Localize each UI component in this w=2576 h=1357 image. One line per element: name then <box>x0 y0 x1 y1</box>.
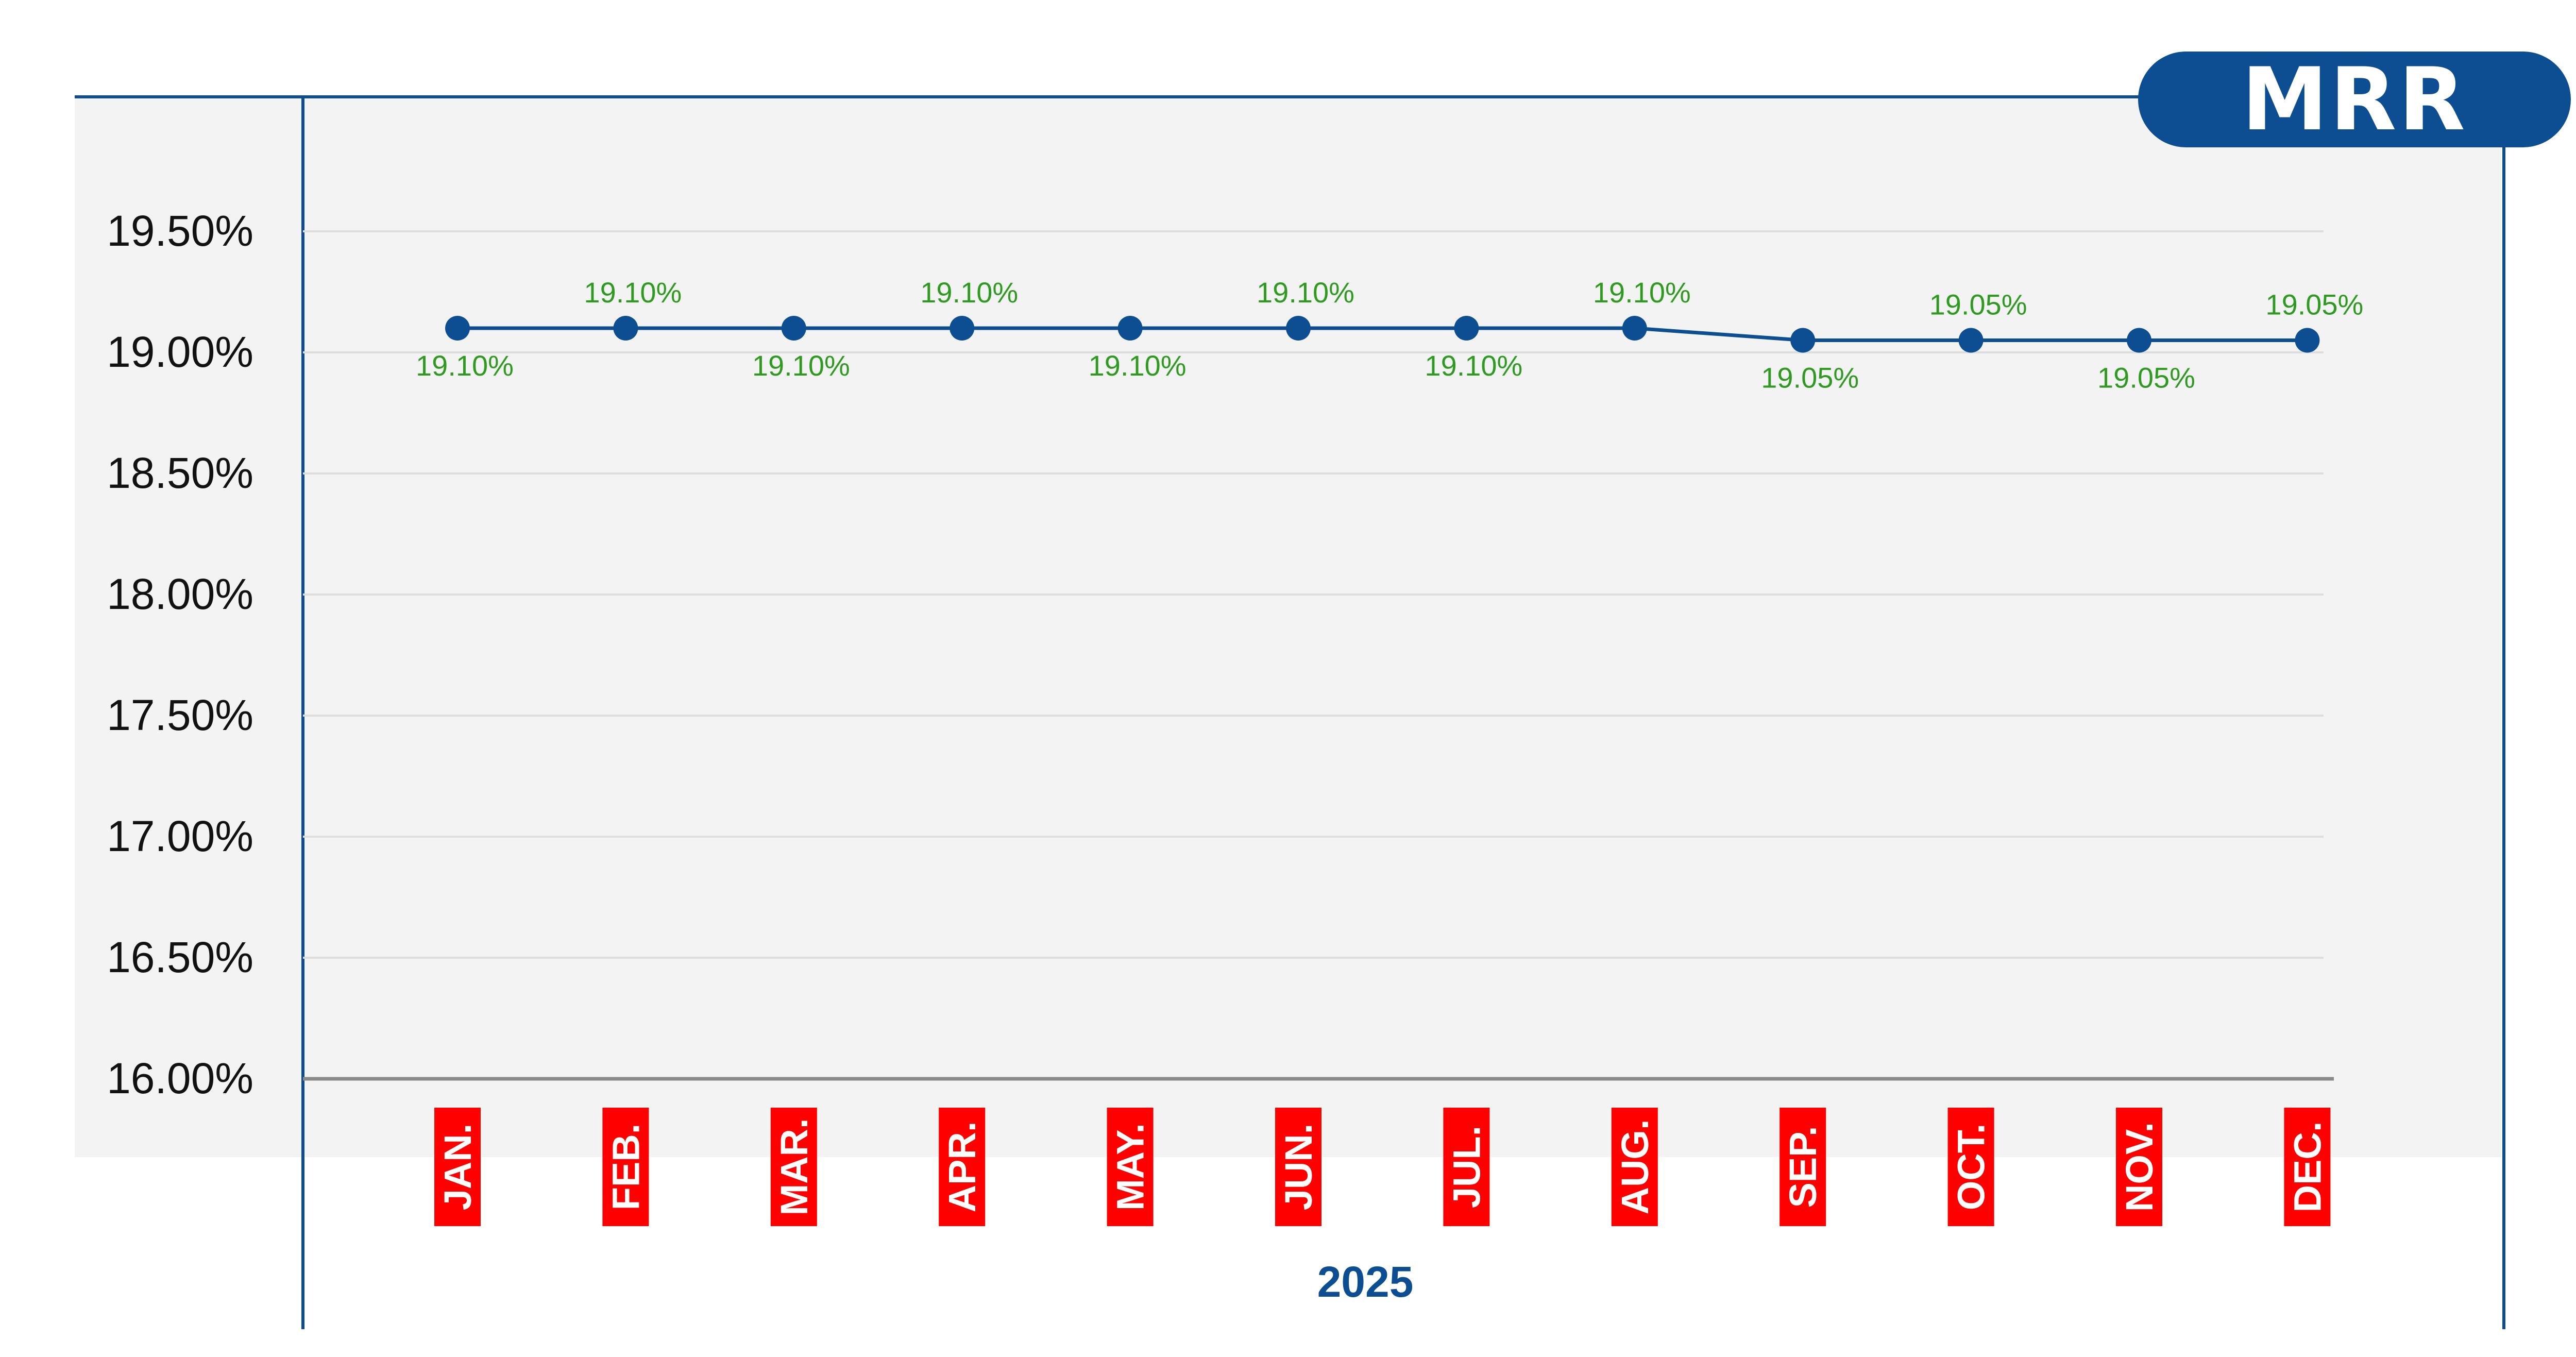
y-tick-label: 17.50% <box>107 691 253 739</box>
month-label-text: MAR. <box>773 1118 816 1215</box>
data-label: 19.05% <box>2265 289 2363 321</box>
x-axis-year-label: 2025 <box>1236 1257 1494 1307</box>
data-label: 19.10% <box>1425 349 1522 382</box>
data-label: 19.05% <box>1761 362 1859 394</box>
y-tick-label: 16.00% <box>107 1054 253 1102</box>
data-label: 19.10% <box>1593 276 1691 309</box>
mrr-title-badge: MRR <box>2138 52 2571 147</box>
month-label: DEC. <box>2284 1108 2330 1226</box>
month-label-text: APR. <box>941 1122 984 1213</box>
month-label-text: AUG. <box>1614 1119 1656 1215</box>
month-label-text: JAN. <box>436 1124 479 1211</box>
data-point <box>2127 328 2151 353</box>
data-point <box>2295 328 2319 353</box>
data-point <box>1118 316 1143 341</box>
y-tick-label: 18.50% <box>107 449 253 497</box>
month-label: MAY. <box>1107 1108 1154 1226</box>
month-label-text: FEB. <box>604 1124 647 1211</box>
month-label: JUN. <box>1275 1108 1321 1226</box>
data-point <box>1790 328 1815 353</box>
data-label: 19.10% <box>416 349 514 382</box>
month-label: FEB. <box>602 1108 649 1226</box>
month-label-text: MAY. <box>1109 1123 1152 1211</box>
month-label: NOV. <box>2116 1108 2162 1226</box>
data-label: 19.10% <box>920 276 1018 309</box>
data-label: 19.10% <box>584 276 682 309</box>
y-tick-label: 18.00% <box>107 570 253 618</box>
data-label: 19.10% <box>1089 349 1187 382</box>
month-label-text: SEP. <box>1782 1126 1824 1208</box>
data-label: 19.05% <box>1929 289 2027 321</box>
data-point <box>1622 316 1647 341</box>
month-label: MAR. <box>771 1108 817 1226</box>
plot-background <box>75 97 2501 1157</box>
month-label-text: NOV. <box>2118 1122 2161 1212</box>
y-tick-label: 19.00% <box>107 328 253 376</box>
month-label-text: OCT. <box>1950 1124 1993 1211</box>
month-label-text: JUN. <box>1277 1124 1320 1211</box>
data-point <box>1286 316 1311 341</box>
y-tick-label: 16.50% <box>107 933 253 981</box>
y-tick-label: 19.50% <box>107 207 253 255</box>
month-label: JUL. <box>1443 1108 1489 1226</box>
data-label: 19.10% <box>752 349 850 382</box>
month-label: AUG. <box>1612 1108 1658 1226</box>
data-point <box>782 316 806 341</box>
data-label: 19.05% <box>2097 362 2195 394</box>
data-point <box>1454 316 1479 341</box>
data-point <box>613 316 638 341</box>
month-label: APR. <box>939 1108 985 1226</box>
data-label: 19.10% <box>1257 276 1354 309</box>
month-label-text: JUL. <box>1445 1126 1488 1208</box>
data-point <box>950 316 974 341</box>
month-label-text: DEC. <box>2286 1122 2329 1213</box>
month-label: JAN. <box>434 1108 481 1226</box>
y-tick-label: 17.00% <box>107 812 253 860</box>
month-label: SEP. <box>1780 1108 1826 1226</box>
month-label: OCT. <box>1948 1108 1994 1226</box>
data-point <box>1959 328 1984 353</box>
data-point <box>445 316 470 341</box>
